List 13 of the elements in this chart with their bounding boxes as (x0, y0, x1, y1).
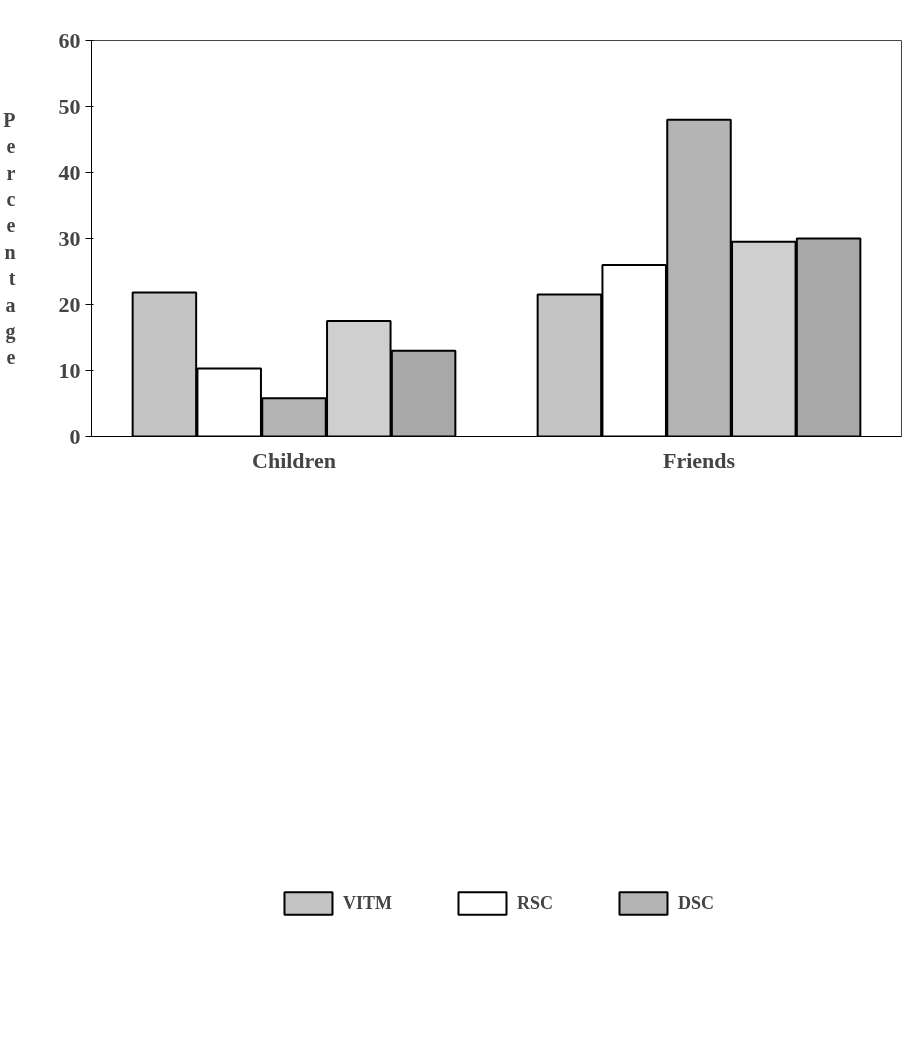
y-tick-label: 10 (58, 357, 81, 383)
y-tick-label: 60 (58, 27, 81, 53)
text: Percentage (3, 108, 16, 369)
legend-label: VITM (342, 892, 392, 914)
legend-label: DSC (678, 892, 715, 914)
y-tick-label: 0 (69, 423, 81, 449)
y-tick-label: 40 (58, 159, 81, 185)
x-tick-label: Children (252, 447, 336, 473)
legend-label: RSC (516, 892, 553, 914)
x-tick-label: Friends (662, 447, 736, 473)
y-tick-label: 30 (58, 225, 81, 251)
y-tick-label: 50 (58, 93, 81, 119)
y-tick-label: 20 (58, 291, 81, 317)
